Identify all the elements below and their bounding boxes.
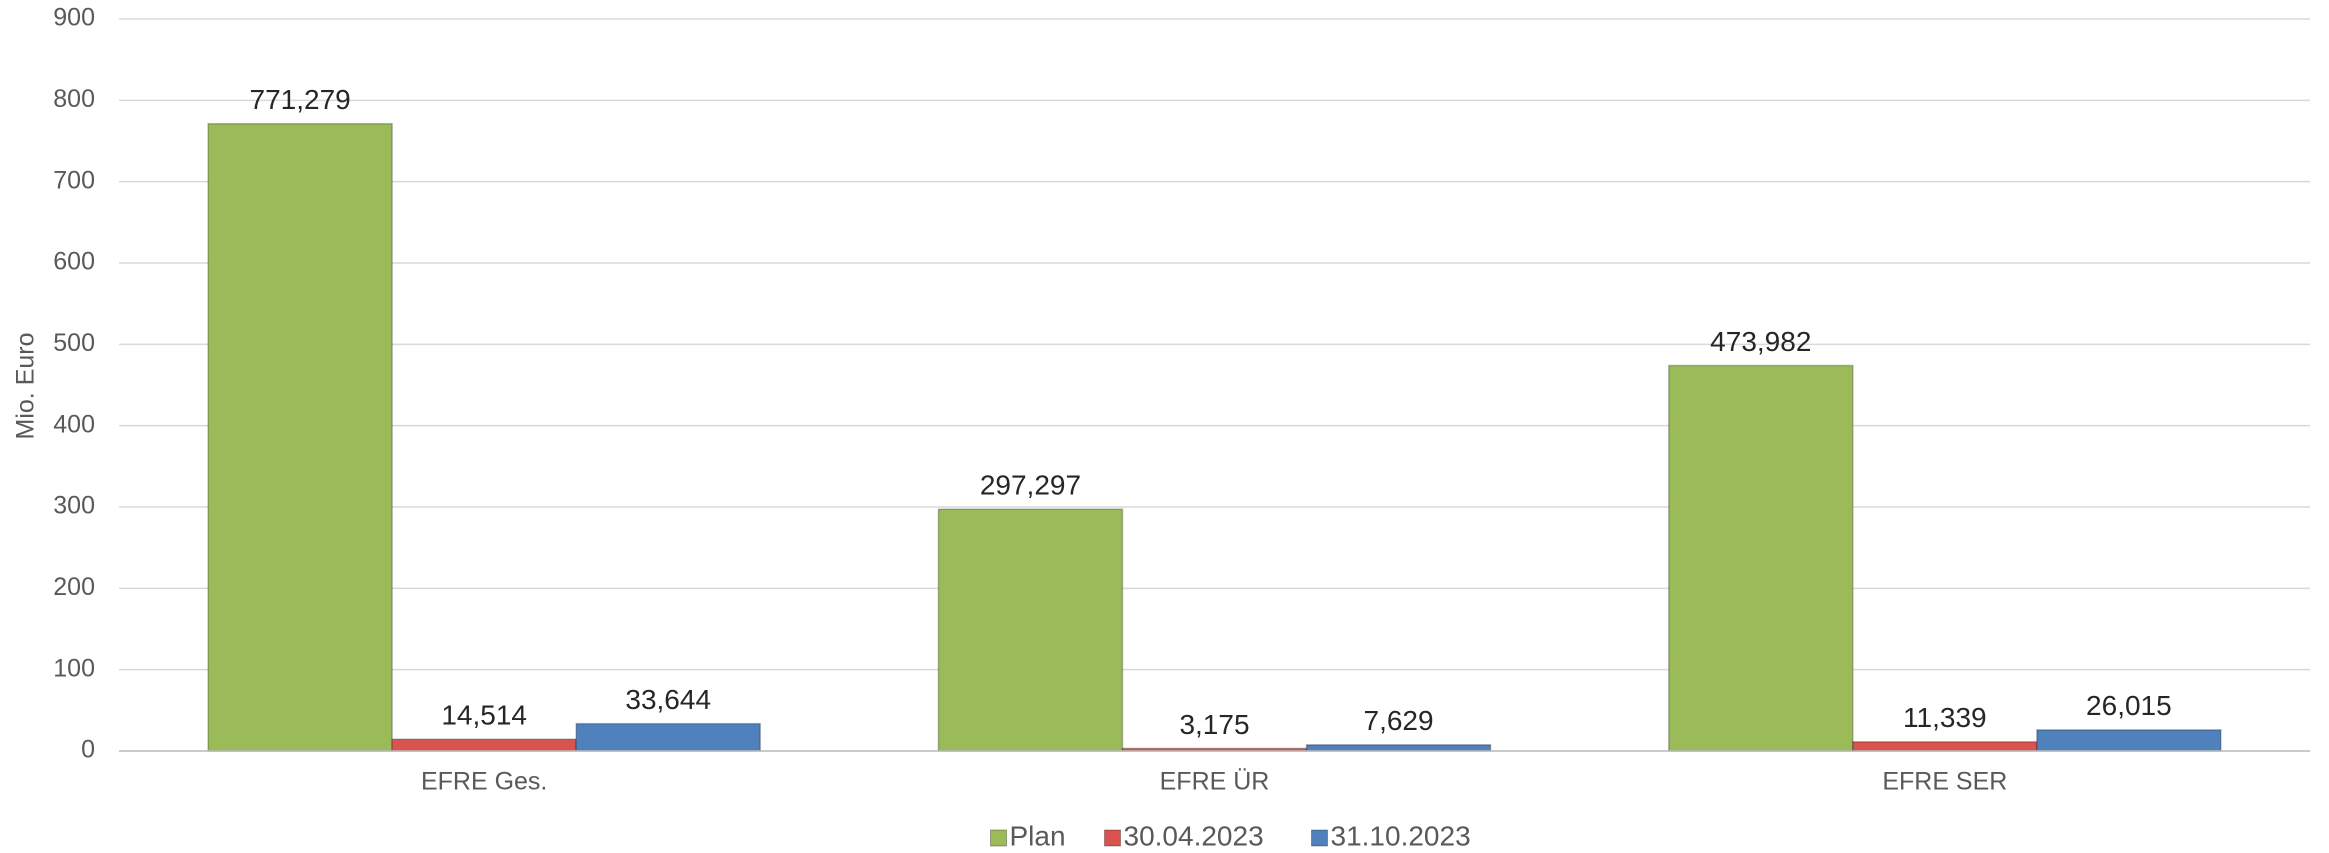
- y-tick-label: 200: [53, 573, 95, 601]
- bar: [1305, 744, 1492, 752]
- legend-swatch: [990, 829, 1007, 847]
- y-tick-label: 300: [53, 492, 95, 520]
- legend-label: 30.04.2023: [1124, 820, 1264, 851]
- bar: [391, 738, 577, 752]
- data-label: 26,015: [2086, 690, 2172, 721]
- y-tick-label: 100: [53, 654, 95, 682]
- legend-label: Plan: [1010, 820, 1066, 851]
- y-tick-label: 900: [53, 4, 95, 32]
- bar: [937, 508, 1124, 752]
- y-tick-label: 400: [53, 410, 95, 438]
- data-label: 7,629: [1364, 705, 1434, 736]
- x-tick-label: EFRE ÜR: [1160, 768, 1270, 796]
- y-tick-label: 0: [81, 736, 95, 764]
- x-tick-label: EFRE Ges.: [421, 768, 547, 796]
- data-label: 3,175: [1179, 709, 1249, 740]
- bar: [207, 122, 393, 752]
- data-label: 33,644: [625, 684, 711, 715]
- y-tick-label: 500: [53, 329, 95, 357]
- y-tick-label: 800: [53, 85, 95, 113]
- bar: [2036, 729, 2222, 752]
- bar: [575, 722, 761, 752]
- legend-swatch: [1104, 829, 1121, 847]
- bar: [1852, 741, 2038, 752]
- x-tick-label: EFRE SER: [1882, 768, 2007, 796]
- data-label: 11,339: [1903, 702, 1987, 733]
- bar: [1668, 364, 1854, 752]
- legend-swatch: [1311, 829, 1328, 847]
- data-label: 771,279: [250, 84, 351, 115]
- legend-label: 31.10.2023: [1331, 820, 1471, 851]
- y-tick-label: 600: [53, 248, 95, 276]
- data-label: 473,982: [1710, 326, 1811, 357]
- data-label: 297,297: [980, 470, 1081, 501]
- y-axis-title: Mio. Euro: [12, 333, 40, 440]
- data-label: 14,514: [441, 700, 527, 731]
- y-tick-label: 700: [53, 166, 95, 194]
